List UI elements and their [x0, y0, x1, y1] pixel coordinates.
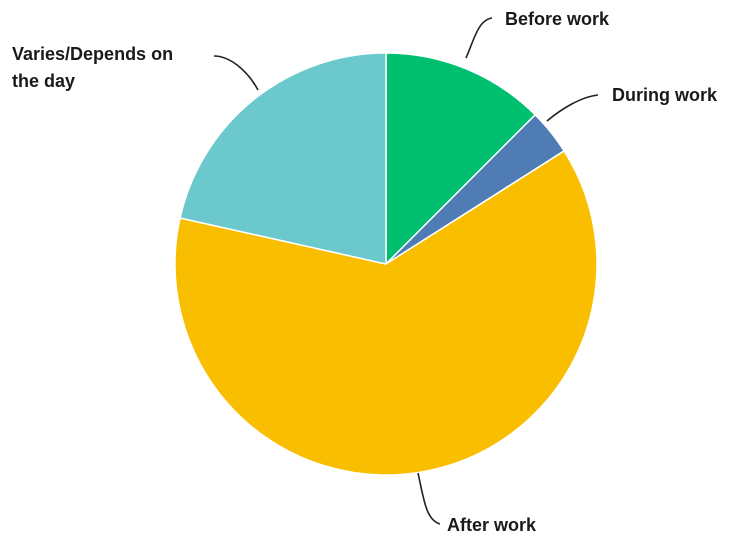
leader-varies [213, 55, 259, 91]
leader-during-work [546, 94, 599, 122]
slice-label-varies-line-1: Varies/Depends on [12, 44, 173, 64]
slice-label-varies-line-2: the day [12, 71, 75, 91]
pie-slice-after-work [174, 150, 598, 476]
pie-slice-varies-depends-on-the-day [179, 52, 387, 265]
pie-slice-before-work [385, 52, 536, 265]
slice-label-during-work: During work [612, 85, 718, 105]
leader-after-work [417, 472, 441, 525]
pie-slices [174, 52, 598, 476]
leader-before-work [465, 17, 493, 59]
slice-labels: Before work During work After work Varie… [12, 9, 718, 535]
slice-label-before-work: Before work [505, 9, 610, 29]
slice-label-varies: Varies/Depends on the day [12, 44, 178, 91]
leader-lines [213, 17, 599, 525]
slice-label-after-work: After work [447, 515, 537, 535]
